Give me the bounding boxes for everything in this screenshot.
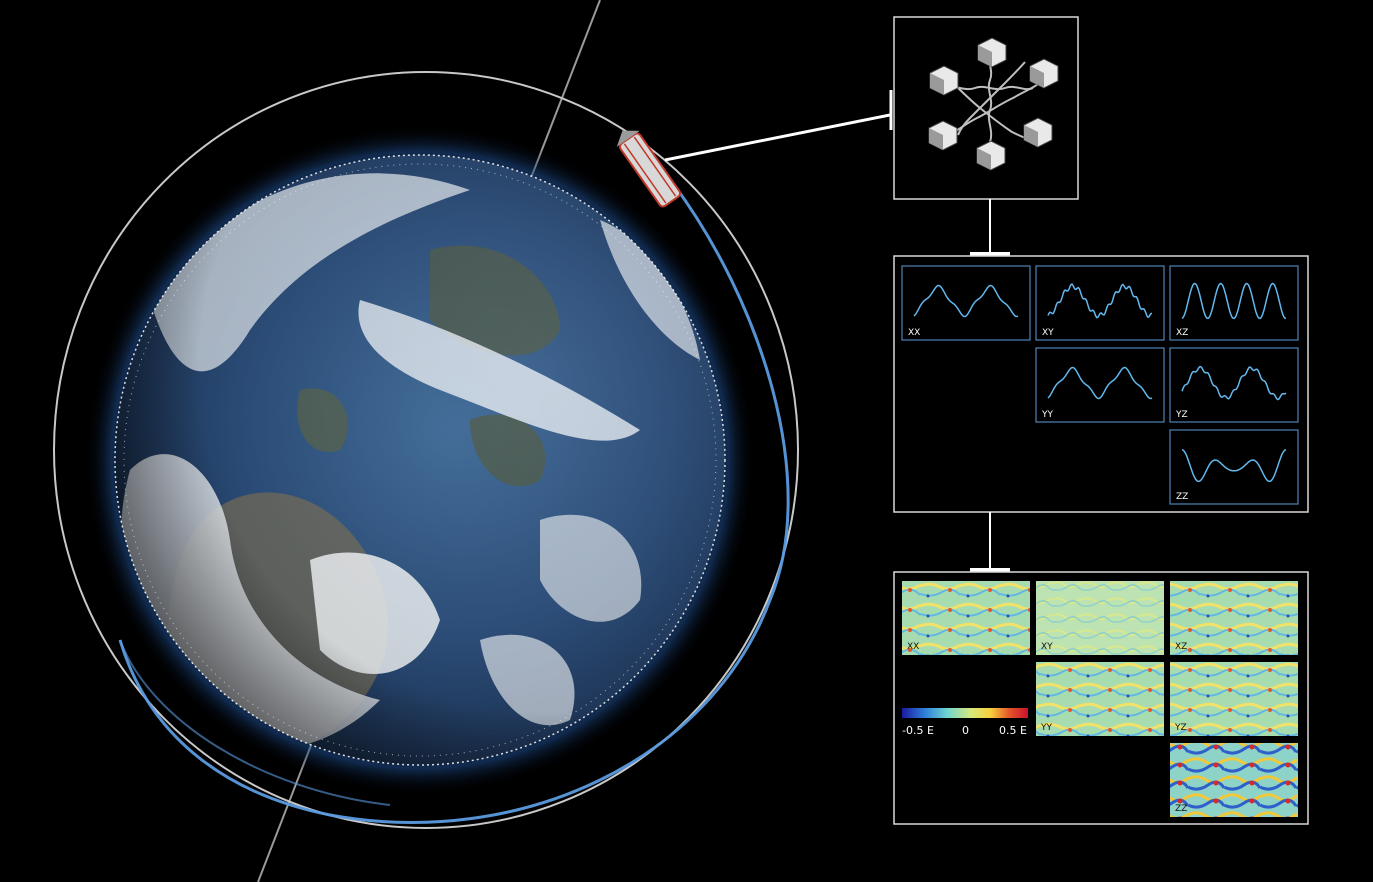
gravity-map-label: YZ	[1174, 723, 1187, 733]
colorbar-gradient	[902, 708, 1028, 718]
signal-plots: XX XY XZ YY YZ ZZ	[901, 265, 1299, 505]
colorbar-label-max: 0.5 E	[999, 724, 1027, 737]
signal-plot-frame	[1035, 265, 1165, 341]
signal-plot-frame	[901, 265, 1031, 341]
gravity-map-yz: YZ	[1170, 662, 1298, 736]
signal-plot-frame	[1169, 429, 1299, 505]
signal-plot-label: YY	[1041, 410, 1053, 420]
gravity-map-xx: XX	[902, 581, 1030, 655]
goce-satellite-icon	[616, 130, 682, 208]
satellite-connector	[664, 113, 891, 162]
gravity-map-label: XZ	[1175, 642, 1187, 652]
signal-plot-label: XY	[1042, 328, 1054, 338]
gravity-map-xz: XZ	[1170, 581, 1298, 655]
gravity-map-label: XX	[907, 642, 919, 652]
signal-plot-label: XZ	[1176, 328, 1188, 338]
signal-plot-yy: YY	[1035, 347, 1165, 423]
gravity-map-image	[1170, 581, 1298, 655]
signal-curve	[1181, 365, 1287, 401]
gravity-map-xy: XY	[1036, 581, 1164, 655]
signal-curve	[1047, 283, 1153, 319]
gravity-map-image	[1036, 581, 1164, 655]
signal-plot-xz: XZ	[1169, 265, 1299, 341]
signal-plot-frame	[1169, 347, 1299, 423]
accelerometer-cube-icon	[928, 37, 1059, 171]
colorbar-label-mid: 0	[962, 724, 969, 737]
signal-plot-frame	[1035, 347, 1165, 423]
signal-plot-label: ZZ	[1176, 492, 1188, 502]
signal-curve	[913, 284, 1019, 318]
signal-plot-xy: XY	[1035, 265, 1165, 341]
signal-plot-zz: ZZ	[1169, 429, 1299, 505]
colorbar: -0.5 E 0 0.5 E	[902, 708, 1028, 737]
colorbar-label-min: -0.5 E	[902, 724, 934, 737]
signal-plot-frame	[1169, 265, 1299, 341]
gravity-map-yy: YY	[1036, 662, 1164, 736]
orbit-ground-track-back	[119, 639, 391, 806]
gravity-map-zz: ZZ	[1170, 743, 1298, 817]
gravity-map-image	[1170, 662, 1298, 736]
gravity-map-image	[902, 581, 1030, 655]
earth-globe-icon	[114, 154, 726, 766]
signal-plot-xx: XX	[901, 265, 1031, 341]
orbit-ring	[53, 71, 799, 829]
gravity-map-label: XY	[1041, 642, 1053, 652]
gravity-map-label: ZZ	[1175, 804, 1187, 814]
signal-plot-label: XX	[908, 328, 920, 338]
gravity-map-label: YY	[1040, 723, 1052, 733]
signal-plot-yz: YZ	[1169, 347, 1299, 423]
signal-plot-label: YZ	[1175, 410, 1188, 420]
signal-curve	[1047, 366, 1153, 400]
signal-curve	[1181, 449, 1287, 483]
gravity-maps: XX XY XZ YY YZ ZZ	[902, 581, 1298, 817]
orbit-ground-track	[118, 181, 790, 824]
signal-curve	[1181, 282, 1287, 320]
gravity-map-image	[1170, 743, 1298, 817]
gravity-map-image	[1036, 662, 1164, 736]
